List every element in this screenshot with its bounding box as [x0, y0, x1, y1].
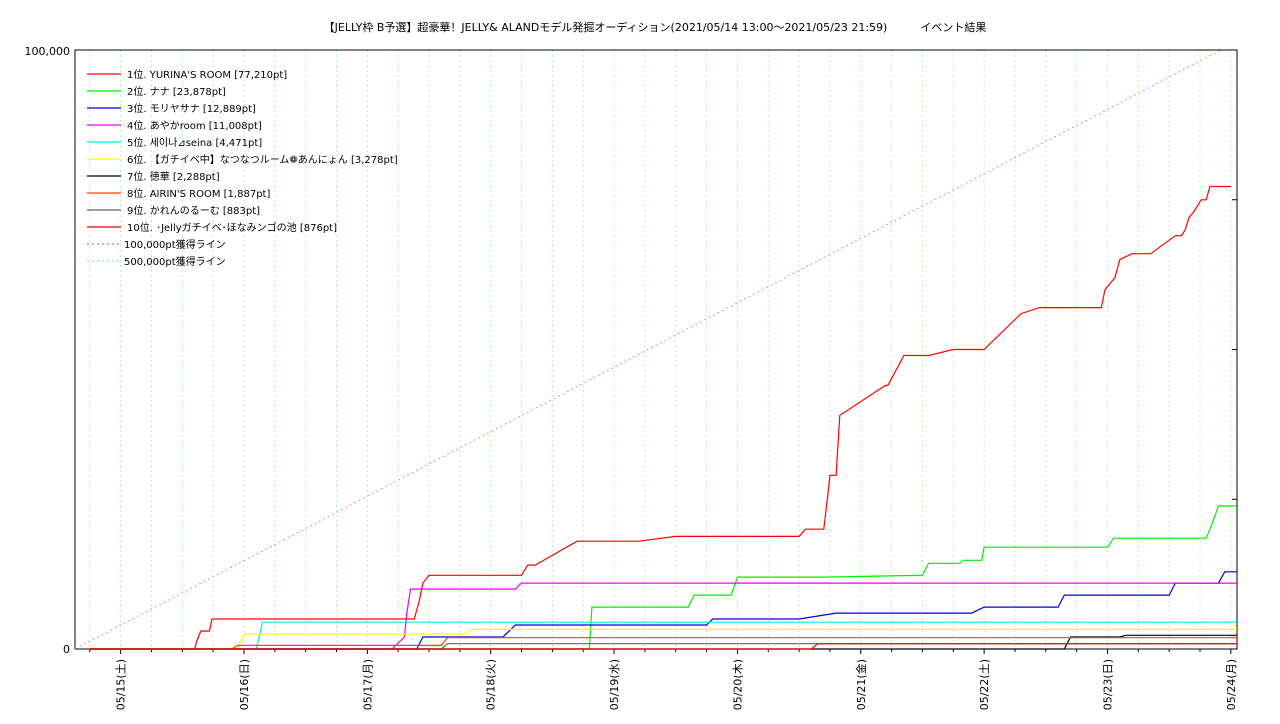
x-tick-label: 05/21(金) [854, 659, 868, 710]
legend-label-6: 6位. 【ガチイベ中】なつなつルーム❁あんにょん [3,278pt] [127, 153, 398, 166]
x-tick-label: 05/16(日) [238, 659, 251, 710]
series-line-1 [89, 185, 1231, 650]
legend-label-12: 500,000pt獲得ライン [124, 255, 226, 268]
x-tick-label: 05/24(月) [1225, 659, 1238, 710]
y-axis: 0 100,000 [25, 45, 1237, 656]
y-tick-label-100000: 100,000 [25, 45, 71, 58]
series-line-10 [89, 643, 1237, 650]
x-tick-label: 05/15(土) [115, 659, 128, 710]
legend-label-1: 1位. YURINA'S ROOM [77,210pt] [127, 68, 287, 81]
legend-label-9: 9位. かれんのるーむ [883pt] [127, 204, 260, 217]
x-tick-label: 05/18(火) [485, 659, 498, 710]
legend-label-11: 100,000pt獲得ライン [124, 238, 226, 251]
x-tick-label: 05/20(木) [731, 659, 744, 710]
series-line-4 [89, 582, 1237, 650]
legend-label-8: 8位. AIRIN'S ROOM [1,887pt] [127, 187, 270, 200]
legend-label-2: 2位. ナナ [23,878pt] [127, 85, 226, 98]
legend-label-7: 7位. 徳華 [2,288pt] [127, 170, 220, 183]
legend-label-10: 10位. ･Jellyガチイベ･ほなみンゴの池 [876pt] [127, 221, 337, 234]
series-line-11 [74, 49, 1222, 650]
x-axis: 05/15(土) 05/16(日) 05/17(月) 05/18(火) 05/19(水)… [89, 649, 1238, 710]
legend: 1位. YURINA'S ROOM [77,210pt] 2位. ナナ [23,8… [87, 68, 398, 268]
series-line-2 [89, 505, 1237, 650]
legend-label-4: 4位. あやかroom [11,008pt] [127, 119, 262, 132]
legend-label-5: 5位. 세이나⊿seina [4,471pt] [127, 136, 262, 149]
y-tick-label-0: 0 [63, 643, 70, 656]
x-tick-label: 05/19(水) [608, 659, 621, 710]
x-tick-label: 05/22(土) [978, 659, 991, 710]
series-line-6 [89, 628, 1237, 650]
x-tick-label: 05/17(月) [361, 659, 374, 710]
legend-label-3: 3位. モリヤサナ [12,889pt] [127, 102, 256, 115]
series-line-7 [89, 634, 1237, 650]
chart-title: 【JELLY枠 B予選】超豪華！JELLY& ALANDモデル発掘オーディション… [324, 20, 987, 34]
x-tick-label: 05/23(日) [1101, 659, 1114, 710]
series-lines [74, 49, 1237, 650]
